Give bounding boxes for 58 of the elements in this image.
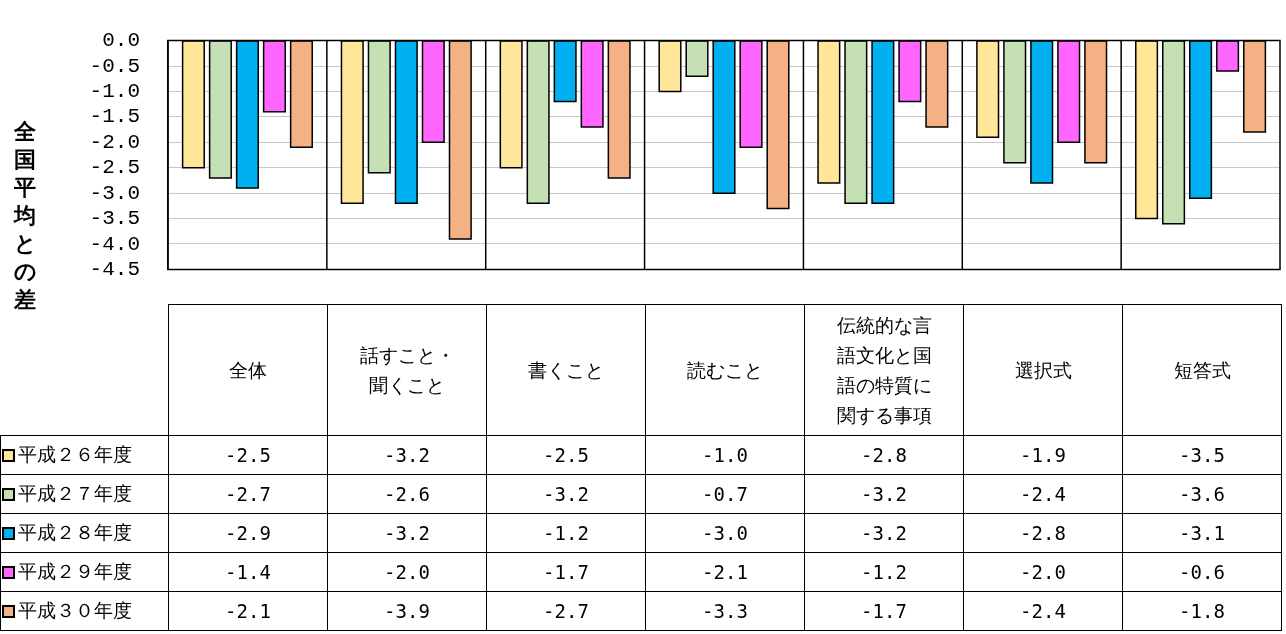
data-label: -3.2 xyxy=(486,474,646,514)
data-label: -1.0 xyxy=(645,435,805,475)
data-label: -1.7 xyxy=(486,552,646,592)
data-label: -1.8 xyxy=(1122,591,1282,631)
data-label: -2.7 xyxy=(168,474,328,514)
data-label: -3.6 xyxy=(1122,474,1282,514)
data-label: -3.2 xyxy=(327,513,487,553)
data-label: -2.6 xyxy=(327,474,487,514)
y-tick-label: -2.0 xyxy=(89,130,140,154)
legend-label: 平成２７年度 xyxy=(0,474,169,514)
y-tick-label: -1.0 xyxy=(89,80,140,104)
data-label: -2.4 xyxy=(963,474,1123,514)
y-tick-label: -0.5 xyxy=(89,54,140,78)
x-tick-label: 全体 xyxy=(228,358,268,383)
data-label: -3.9 xyxy=(327,591,487,631)
y-tick-label: -4.0 xyxy=(89,232,140,256)
data-label: -3.2 xyxy=(327,435,487,475)
data-label: -1.4 xyxy=(168,552,328,592)
x-tick-label: 短答式 xyxy=(1172,358,1232,383)
data-label: -2.9 xyxy=(168,513,328,553)
data-label: -3.5 xyxy=(1122,435,1282,475)
y-tick-label: -2.5 xyxy=(89,156,140,180)
x-tick-label: 読むこと xyxy=(686,358,764,383)
data-label: -0.6 xyxy=(1122,552,1282,592)
data-label: -1.7 xyxy=(804,591,964,631)
data-label: -2.1 xyxy=(168,591,328,631)
data-label: -0.7 xyxy=(645,474,805,514)
x-tick-label: 話すこと・聞くこと xyxy=(358,343,456,398)
x-tick-label: 選択式 xyxy=(1013,358,1073,383)
data-label: -3.1 xyxy=(1122,513,1282,553)
legend-label: 平成３０年度 xyxy=(0,591,169,631)
data-label: -3.0 xyxy=(645,513,805,553)
data-label: -1.2 xyxy=(486,513,646,553)
data-label: -2.7 xyxy=(486,591,646,631)
y-tick-label: 0.0 xyxy=(102,29,140,53)
data-label: -2.4 xyxy=(963,591,1123,631)
data-label: -2.0 xyxy=(327,552,487,592)
data-label: -3.2 xyxy=(804,513,964,553)
data-label: -2.8 xyxy=(804,435,964,475)
legend-label: 平成２９年度 xyxy=(0,552,169,592)
data-label: -3.2 xyxy=(804,474,964,514)
data-label: -2.5 xyxy=(486,435,646,475)
data-label: -2.0 xyxy=(963,552,1123,592)
data-label: -1.2 xyxy=(804,552,964,592)
y-axis-title: 全国平均との差 xyxy=(12,118,38,314)
data-label: -1.9 xyxy=(963,435,1123,475)
legend-label: 平成２６年度 xyxy=(0,435,169,475)
x-tick-label: 伝統的な言語文化と国語の特質に関する事項 xyxy=(835,313,933,428)
y-tick-label: -4.5 xyxy=(89,257,140,281)
data-label: -2.5 xyxy=(168,435,328,475)
data-label: -2.8 xyxy=(963,513,1123,553)
x-tick-label: 書くこと xyxy=(527,358,605,383)
data-label: -3.3 xyxy=(645,591,805,631)
y-tick-label: -3.0 xyxy=(89,181,140,205)
y-tick-label: -1.5 xyxy=(89,105,140,129)
y-tick-label: -3.5 xyxy=(89,207,140,231)
legend-label: 平成２８年度 xyxy=(0,513,169,553)
data-label: -2.1 xyxy=(645,552,805,592)
